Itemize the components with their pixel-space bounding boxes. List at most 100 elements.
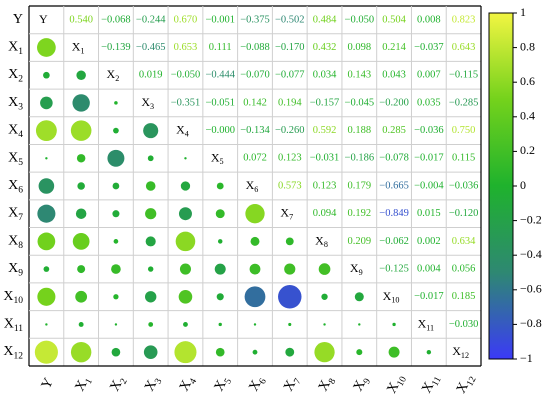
diagonal-label-y: Y (39, 12, 48, 26)
correlation-circle (76, 154, 86, 163)
diagonal-label-x6: X6 (246, 178, 259, 194)
correlation-circle (148, 322, 154, 327)
correlation-value: −0.465 (136, 42, 166, 53)
correlation-circle (215, 347, 225, 357)
correlation-circle (314, 342, 335, 363)
y-axis-label-x9: X9 (8, 261, 23, 278)
correlation-circle (250, 236, 260, 246)
correlation-value: 0.034 (313, 70, 337, 81)
correlation-value: 0.192 (347, 208, 371, 219)
correlation-circle (288, 322, 292, 327)
correlation-value: −0.665 (379, 180, 409, 191)
correlation-circle (45, 323, 48, 326)
correlation-circle (178, 207, 192, 221)
correlation-circle (112, 182, 120, 190)
diagonal-label-x12: X12 (452, 344, 469, 360)
correlation-value: −0.285 (449, 97, 479, 108)
y-axis-label-x7: X7 (8, 206, 23, 223)
axis-labels: Y Y X1 X1 X2 X2 X3 X3 X4 X4 X5 X5 X6 X6 X7 X7 X8 X8 X9 X9 X1… (3, 12, 479, 397)
correlation-value: −0.157 (310, 97, 340, 108)
correlation-value: 0.123 (313, 180, 337, 191)
correlation-value: −0.000 (205, 125, 235, 136)
x-axis-label-x3: X3 (142, 374, 165, 396)
correlation-circle (114, 101, 118, 105)
correlation-value: 0.750 (452, 125, 476, 136)
correlation-value: −0.200 (379, 97, 409, 108)
correlation-circle (323, 323, 326, 326)
correlation-circle (147, 266, 154, 272)
correlation-value: −0.004 (414, 180, 444, 191)
correlation-circle (145, 181, 156, 191)
correlation-value: 0.123 (278, 153, 302, 164)
colorbar-tick-label: −0.6 (520, 282, 542, 296)
correlation-circle (356, 349, 363, 356)
correlation-value: −0.244 (136, 14, 166, 25)
correlation-circle (321, 293, 328, 300)
correlation-circle (113, 127, 119, 134)
y-axis-label-x4: X4 (8, 123, 23, 140)
correlation-value: 0.015 (417, 208, 441, 219)
correlation-value: 0.214 (382, 42, 406, 53)
y-axis-label-x10: X10 (3, 289, 23, 306)
correlation-value: −0.139 (101, 42, 131, 53)
correlation-circle (216, 182, 224, 190)
x-axis-label-x5: X5 (212, 374, 235, 396)
correlation-circle (113, 294, 119, 300)
correlation-value: 0.072 (243, 153, 267, 164)
colorbar-tick-label: 0.8 (520, 39, 535, 53)
correlation-circle (278, 285, 302, 309)
correlation-circle (143, 345, 158, 359)
y-axis-label-x8: X8 (8, 234, 23, 251)
x-axis-label-x1: X1 (73, 374, 96, 396)
correlation-value: 0.504 (382, 14, 406, 25)
diagonal-label-x9: X9 (350, 261, 363, 277)
correlation-value: −0.502 (275, 14, 305, 25)
correlation-circle (40, 96, 53, 110)
correlation-circle (318, 263, 331, 275)
correlation-circle (217, 239, 223, 244)
correlation-circle (145, 236, 156, 247)
correlation-value: −0.036 (449, 180, 479, 191)
correlation-circle (72, 233, 90, 250)
correlation-value: −0.260 (275, 125, 305, 136)
correlation-circle (70, 120, 92, 141)
correlation-value: −0.030 (449, 319, 479, 330)
correlation-circle (245, 204, 265, 224)
correlation-value: −0.849 (379, 208, 409, 219)
correlation-value: 0.670 (174, 14, 198, 25)
correlation-value: −0.070 (240, 70, 270, 81)
correlation-value: −0.078 (379, 153, 409, 164)
correlation-value: 0.115 (452, 153, 475, 164)
correlation-value: −0.050 (345, 14, 375, 25)
cells: Y 0.540 −0.068 −0.244 0.670 −0.001 −0.375 −0.50… (34, 12, 479, 364)
correlation-value: 0.540 (69, 14, 93, 25)
correlation-circle (112, 210, 120, 218)
correlation-value: −0.077 (275, 70, 305, 81)
correlation-value: 0.008 (417, 14, 441, 25)
correlation-value: 0.432 (313, 42, 337, 53)
correlation-value: −0.017 (414, 153, 444, 164)
correlation-circle (111, 264, 121, 274)
diagonal-label-x5: X5 (211, 150, 224, 166)
x-axis-label-x10: X10 (385, 371, 410, 397)
colorbar-tick-label: 0.2 (520, 143, 535, 157)
correlation-circle (147, 155, 154, 162)
colorbar: 1 0.8 0.6 0.4 0.2 0 −0.2 −0.4 −0.6 −0.8 −1 (488, 5, 542, 365)
diagonal-label-x10: X10 (383, 289, 400, 305)
correlation-circle (35, 120, 57, 142)
correlation-value: 0.194 (278, 97, 302, 108)
correlation-circle (392, 322, 396, 327)
y-axis-label-x5: X5 (8, 151, 23, 168)
correlation-circle (284, 263, 296, 275)
correlation-circle (354, 292, 364, 302)
correlation-value: 0.179 (347, 180, 371, 191)
correlation-circle (37, 204, 56, 223)
colorbar-tick-label: 1 (520, 5, 526, 19)
correlation-value: 0.019 (139, 70, 163, 81)
correlation-circle (70, 341, 92, 363)
correlation-value: 0.094 (313, 208, 337, 219)
correlation-circle (72, 94, 90, 112)
correlation-value: −0.068 (101, 14, 131, 25)
correlation-circle (216, 293, 224, 301)
correlation-circle (38, 178, 55, 194)
